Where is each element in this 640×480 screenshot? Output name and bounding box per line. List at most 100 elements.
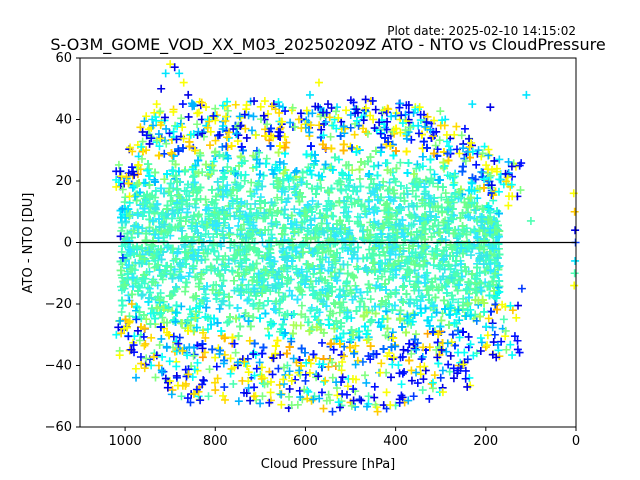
data-point — [282, 138, 291, 147]
data-point — [461, 286, 470, 295]
data-point — [251, 199, 260, 208]
data-point — [191, 203, 200, 212]
data-point — [191, 273, 200, 282]
data-point — [374, 161, 383, 170]
data-point — [381, 251, 390, 260]
data-point — [185, 268, 194, 277]
data-point — [396, 158, 405, 167]
data-point — [306, 277, 315, 286]
data-point — [275, 158, 284, 167]
data-point — [304, 318, 313, 327]
data-point — [355, 174, 364, 183]
data-point — [205, 141, 214, 150]
data-point — [408, 317, 417, 326]
data-point — [196, 274, 205, 283]
data-point — [256, 193, 265, 202]
data-point — [391, 210, 400, 219]
data-point — [297, 301, 306, 310]
data-point — [305, 244, 314, 253]
data-point — [318, 338, 327, 347]
data-point — [344, 171, 353, 180]
plot-area — [79, 57, 580, 428]
data-point — [263, 281, 272, 290]
data-point — [453, 286, 462, 295]
data-point — [226, 229, 235, 238]
data-point — [345, 217, 354, 226]
data-point — [169, 332, 178, 341]
data-point — [247, 178, 256, 187]
data-point — [203, 325, 212, 334]
data-point — [306, 152, 315, 161]
data-point — [346, 142, 355, 151]
data-point — [132, 221, 141, 230]
data-point — [296, 321, 305, 330]
scatter-points — [112, 60, 580, 416]
data-point — [351, 281, 360, 290]
data-point — [214, 288, 223, 297]
data-point — [287, 337, 296, 346]
data-point — [211, 136, 220, 145]
data-point — [319, 165, 328, 174]
data-point — [225, 204, 234, 213]
data-point — [351, 341, 360, 350]
plot-date-subtitle: Plot date: 2025-02-10 14:15:02 — [387, 24, 576, 38]
data-point — [466, 251, 475, 260]
data-point — [121, 193, 130, 202]
data-point — [399, 225, 408, 234]
data-point — [454, 298, 463, 307]
data-point — [334, 155, 343, 164]
data-point — [268, 165, 277, 174]
data-point — [285, 286, 294, 295]
data-point — [400, 224, 409, 233]
data-point — [209, 281, 218, 290]
data-point — [344, 207, 353, 216]
data-point — [184, 272, 193, 281]
data-point — [296, 278, 305, 287]
data-point — [353, 212, 362, 221]
data-point — [255, 148, 264, 157]
data-point — [366, 295, 375, 304]
data-point — [228, 266, 237, 275]
data-point — [145, 164, 154, 173]
data-point — [430, 170, 439, 179]
data-point — [223, 181, 232, 190]
data-point — [160, 149, 169, 158]
data-point — [383, 159, 392, 168]
data-point — [391, 250, 400, 259]
data-point — [245, 336, 254, 345]
data-point — [370, 190, 379, 199]
data-point — [471, 310, 480, 319]
data-point — [437, 193, 446, 202]
data-point — [136, 165, 145, 174]
data-point — [124, 291, 133, 300]
data-point — [313, 182, 322, 191]
data-point — [198, 168, 207, 177]
data-point — [298, 290, 307, 299]
data-point — [335, 308, 344, 317]
data-point — [280, 315, 289, 324]
data-point — [175, 267, 184, 276]
data-point — [426, 165, 435, 174]
data-point — [363, 326, 372, 335]
data-point — [181, 287, 190, 296]
data-point — [154, 251, 163, 260]
data-point — [459, 294, 468, 303]
data-point — [244, 280, 253, 289]
data-point — [201, 333, 210, 342]
data-point — [290, 205, 299, 214]
data-point — [358, 357, 367, 366]
data-point — [177, 302, 186, 311]
data-point — [386, 255, 395, 264]
data-point — [402, 184, 411, 193]
data-point — [423, 329, 432, 338]
data-point — [209, 157, 218, 166]
data-point — [308, 196, 317, 205]
data-point — [340, 342, 349, 351]
data-point — [376, 225, 385, 234]
data-point — [376, 300, 385, 309]
data-point — [310, 214, 319, 223]
data-point — [304, 163, 313, 172]
data-point — [269, 180, 278, 189]
chart-title: S-O3M_GOME_VOD_XX_M03_20250209Z ATO - NT… — [50, 35, 605, 55]
